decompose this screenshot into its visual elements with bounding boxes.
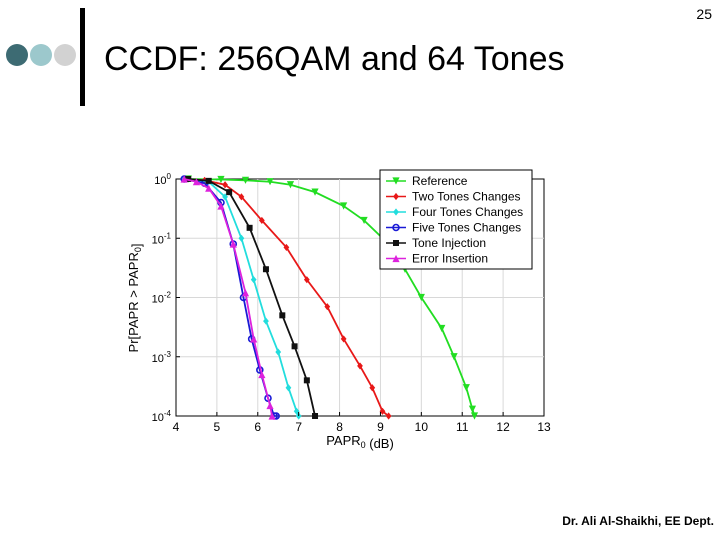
data-point-reference	[470, 412, 479, 420]
data-point-reference	[266, 178, 274, 186]
data-point-two-tones-changes	[258, 216, 265, 225]
data-point-reference	[241, 176, 250, 184]
data-point-error-insertion	[180, 175, 188, 183]
series-group	[180, 175, 479, 420]
x-tick-label: 8	[336, 420, 343, 434]
series-line-reference	[188, 178, 476, 417]
legend-label-five-tones-changes: Five Tones Changes	[412, 221, 521, 235]
data-point-reference	[438, 324, 446, 333]
data-point-reference	[311, 188, 319, 196]
legend-label-reference: Reference	[412, 174, 468, 188]
y-tick-label: 100	[154, 172, 171, 187]
decorative-dot-dark	[6, 44, 28, 66]
y-axis-label: Pr[PAPR > PAPR0]	[126, 244, 144, 353]
series-line-error-insertion	[183, 178, 273, 417]
legend-label-error-insertion: Error Insertion	[412, 252, 488, 266]
y-tick-label: 10-3	[152, 350, 172, 365]
y-tick-label: 10-1	[152, 231, 172, 246]
x-axis-label: PAPR0 (dB)	[326, 433, 394, 451]
legend-marker-error-insertion	[392, 254, 400, 263]
data-point-reference	[217, 175, 225, 184]
y-tick-label: 10-4	[152, 409, 172, 424]
data-point-reference	[450, 353, 458, 361]
data-point-tone-injection	[312, 413, 319, 419]
data-point-four-tones-changes	[293, 407, 300, 415]
x-tick-label: 9	[377, 420, 384, 434]
data-point-tone-injection	[279, 312, 286, 319]
footer-author: Dr. Ali Al-Shaikhi, EE Dept.	[562, 514, 714, 528]
data-point-four-tones-changes	[263, 317, 269, 325]
data-point-error-insertion	[229, 240, 237, 248]
data-point-two-tones-changes	[238, 193, 245, 201]
series-line-four-tones-changes	[184, 178, 300, 417]
data-point-error-insertion	[241, 289, 250, 297]
title-divider	[80, 8, 85, 106]
data-point-reference	[286, 181, 295, 189]
legend-marker-five-tones-changes	[392, 223, 400, 232]
x-tick-label: 7	[295, 420, 302, 434]
data-point-two-tones-changes	[379, 407, 386, 415]
data-point-tone-injection	[303, 377, 310, 384]
data-point-reference	[340, 202, 348, 210]
page-number: 25	[696, 6, 712, 22]
data-point-two-tones-changes	[385, 412, 392, 420]
legend-box	[379, 169, 533, 270]
data-point-error-insertion	[205, 184, 213, 192]
data-point-four-tones-changes	[238, 234, 245, 242]
legend-marker-reference	[392, 177, 400, 185]
data-point-error-insertion	[266, 401, 274, 410]
data-point-four-tones-changes	[222, 193, 228, 201]
data-point-error-insertion	[268, 412, 276, 420]
data-point-two-tones-changes	[283, 243, 290, 252]
data-point-tone-injection	[226, 189, 233, 196]
chart-svg: 4 5 6 7 8 9 10 11 12 13 100 10-1 10-2 10-3 10-4 Refer…	[126, 169, 551, 451]
x-tick-label: 12	[496, 420, 510, 434]
y-tick-label: 10-2	[152, 291, 172, 306]
data-point-reference	[468, 405, 477, 413]
data-point-error-insertion	[258, 370, 266, 379]
slide-title: CCDF: 256QAM and 64 Tones	[104, 40, 565, 78]
data-point-two-tones-changes	[222, 181, 228, 189]
decorative-dot-teal	[30, 44, 52, 66]
data-point-reference	[462, 384, 470, 392]
data-point-tone-injection	[205, 177, 212, 184]
data-point-tone-injection	[291, 343, 298, 350]
decorative-dot-gray	[54, 44, 76, 66]
x-tick-label: 5	[214, 420, 221, 434]
legend-marker-two-tones-changes	[393, 192, 399, 201]
legend-label-tone-injection: Tone Injection	[412, 236, 486, 250]
data-point-reference	[417, 293, 425, 302]
x-tick-label: 13	[537, 420, 551, 434]
legend-marker-four-tones-changes	[393, 208, 399, 216]
legend-label-two-tones-changes: Two Tones Changes	[412, 190, 521, 204]
data-point-error-insertion	[217, 202, 225, 210]
legend-label-four-tones-changes: Four Tones Changes	[412, 205, 523, 219]
y-tick-labels: 100 10-1 10-2 10-3 10-4	[152, 172, 180, 424]
x-tick-label: 6	[254, 420, 261, 434]
data-point-error-insertion	[250, 335, 258, 343]
data-point-reference	[360, 216, 368, 225]
x-tick-labels: 4 5 6 7 8 9 10 11 12 13	[173, 412, 551, 434]
data-point-tone-injection	[246, 224, 253, 231]
x-tick-label: 4	[173, 420, 180, 434]
ccdf-chart: 4 5 6 7 8 9 10 11 12 13 100 10-1 10-2 10-3 10-4 Refer…	[114, 143, 570, 456]
x-tick-label: 10	[415, 420, 429, 434]
x-tick-label: 11	[456, 420, 469, 434]
data-point-error-insertion	[192, 178, 201, 186]
legend-marker-tone-injection	[393, 240, 399, 246]
data-point-tone-injection	[262, 266, 269, 273]
